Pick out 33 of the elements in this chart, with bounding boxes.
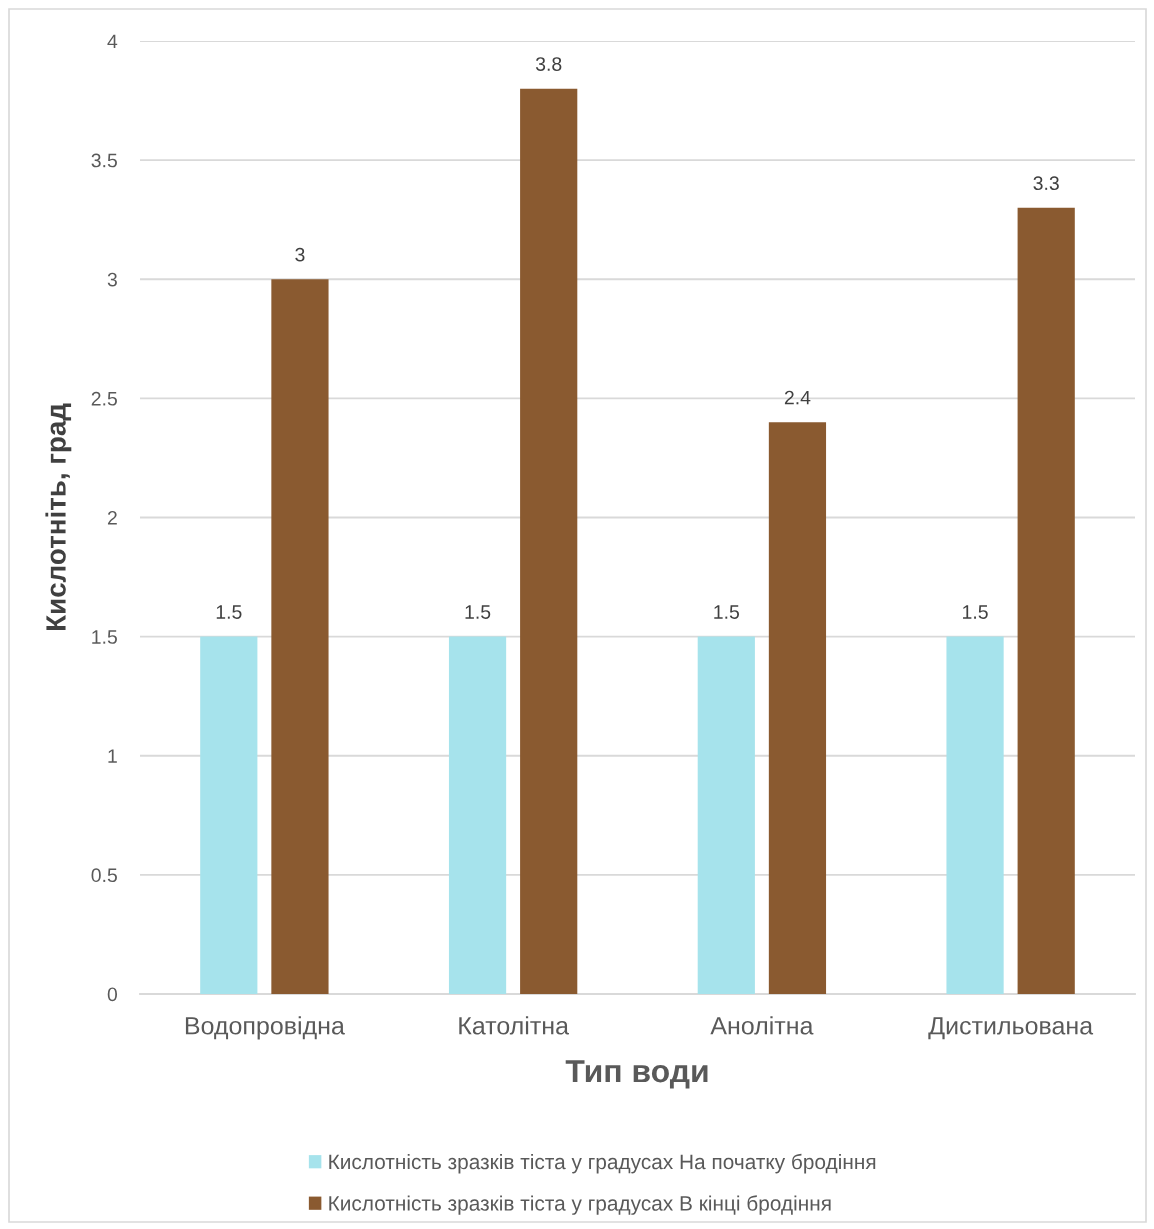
y-tick-label: 0 — [107, 987, 118, 1002]
data-label: 3.8 — [535, 57, 562, 71]
bar — [520, 88, 578, 994]
x-tick-label: Анолітна — [710, 1016, 814, 1035]
bar — [946, 636, 1004, 994]
data-label: 1.5 — [216, 605, 242, 619]
bar — [271, 279, 329, 994]
y-tick-label: 2.5 — [91, 391, 117, 406]
y-tick-label: 3 — [107, 272, 117, 287]
bar — [200, 636, 258, 994]
x-axis-title: Тип води — [565, 1060, 708, 1089]
bar — [768, 422, 827, 994]
y-tick-label: 1 — [108, 749, 117, 763]
data-label: 1.5 — [465, 605, 491, 619]
x-tick-label: Дистильована — [928, 1017, 1094, 1040]
y-tick-label: 2 — [107, 510, 117, 525]
y-tick-label: 1.5 — [92, 630, 117, 644]
data-label: 3.3 — [1033, 176, 1059, 191]
legend-label: Кислотність зразків тіста у градусах В кінці бродіння — [329, 1195, 831, 1215]
data-label: 3 — [295, 247, 305, 262]
y-tick-label: 0.5 — [91, 868, 117, 883]
data-label: 1.5 — [963, 605, 988, 619]
legend-label: Кислотність зразків тіста у градусах На початку бродіння — [329, 1153, 876, 1174]
y-tick-label: 3.5 — [91, 153, 117, 168]
bar — [697, 636, 755, 994]
bar — [448, 636, 507, 994]
data-label: 1.5 — [714, 605, 739, 619]
y-axis-title: Кислотніть, град — [45, 403, 72, 631]
x-tick-label: Католітна — [459, 1016, 569, 1035]
y-tick-label: 4 — [107, 34, 118, 49]
bar — [1017, 207, 1075, 994]
data-label: 2.4 — [784, 390, 811, 405]
x-tick-label: Водопровідна — [185, 1016, 345, 1040]
